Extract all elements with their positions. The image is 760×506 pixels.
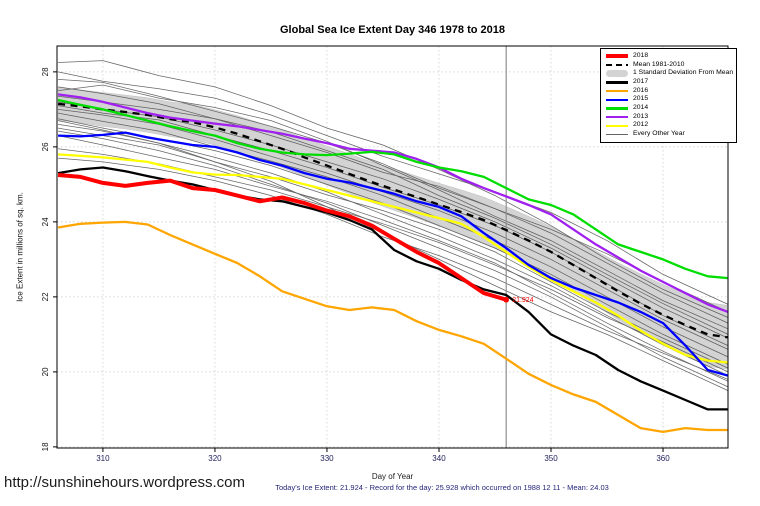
legend-label: 1 Standard Deviation From Mean: [633, 69, 734, 77]
annotation-dot: [503, 296, 510, 303]
plot-border: [56, 45, 729, 449]
legend-row: 2015: [606, 95, 736, 104]
legend: 2018 Mean 1981-2010 1 Standard Deviation F…: [600, 48, 737, 143]
legend-sample-band: [606, 70, 628, 78]
legend-sample-dashed: [606, 63, 628, 67]
legend-row: 2014: [606, 104, 736, 113]
y-tick-label: 24: [41, 217, 50, 226]
every-other-year-line: [58, 127, 729, 369]
series-2014: [57, 98, 729, 280]
legend-sample-solid: [606, 124, 628, 128]
legend-label: 2015: [633, 95, 649, 103]
y-tick-label: 28: [41, 67, 50, 76]
x-tick-label: 330: [320, 454, 334, 463]
y-tick-label: 26: [41, 142, 50, 151]
series-mean-1981-2010: [57, 102, 729, 339]
every-other-year-line: [58, 86, 729, 335]
x-axis-title: Day of Year: [371, 472, 414, 481]
footer-stats: Today's Ice Extent: 21.924 - Record for …: [275, 483, 609, 492]
y-tick-label: 20: [41, 367, 50, 376]
every-other-year-line: [58, 71, 729, 305]
legend-label: 2012: [633, 121, 649, 129]
legend-row: 2017: [606, 78, 736, 87]
legend-sample-solid: [606, 89, 628, 93]
legend-sample-solid: [606, 134, 628, 136]
legend-label: 2016: [633, 86, 649, 94]
x-tick-label: 350: [544, 454, 558, 463]
series-2016: [57, 220, 728, 434]
legend-sample-solid: [606, 81, 628, 84]
every-other-year-line: [58, 112, 729, 358]
y-tick-label: 18: [41, 442, 50, 451]
series-2012: [58, 153, 729, 364]
every-other-year-line: [58, 84, 729, 330]
every-other-year-line: [58, 120, 729, 391]
legend-row: 2013: [606, 113, 736, 122]
legend-sample-solid: [606, 54, 628, 59]
legend-label: Every Other Year: [633, 130, 685, 138]
legend-row: 2018: [606, 52, 736, 61]
series-2013: [57, 93, 729, 313]
legend-label: 2017: [633, 78, 649, 85]
every-other-year-line: [58, 130, 729, 388]
every-other-year-line: [58, 135, 729, 382]
legend-row: 1 Standard Deviation From Mean: [606, 69, 736, 78]
axis-ticks: [53, 71, 664, 452]
watermark-link[interactable]: http://sunshinehours.wordpress.com: [4, 474, 245, 491]
legend-label: 2018: [633, 51, 649, 59]
x-tick-label: 340: [432, 454, 446, 463]
legend-sample-solid: [606, 115, 628, 119]
legend-label: Mean 1981-2010: [633, 60, 685, 68]
legend-label: 2014: [633, 104, 649, 112]
chart-title: Global Sea Ice Extent Day 346 1978 to 20…: [279, 24, 505, 36]
every-other-year-line: [58, 95, 729, 324]
series-2015: [58, 131, 729, 377]
legend-row: Mean 1981-2010: [606, 61, 736, 70]
x-tick-label: 320: [208, 454, 222, 463]
every-other-year-line: [58, 79, 729, 313]
legend-row: 2016: [606, 87, 736, 96]
series-2018: [57, 173, 507, 302]
every-other-year-line: [58, 60, 729, 318]
legend-label: 2013: [633, 112, 649, 120]
legend-row: Every Other Year: [606, 130, 736, 139]
x-tick-label: 360: [656, 454, 670, 463]
x-tick-label: 310: [96, 454, 110, 463]
legend-row: 2012: [606, 122, 736, 131]
every-other-year-line: [58, 118, 729, 365]
legend-sample-solid: [606, 107, 628, 110]
y-tick-label: 22: [41, 292, 50, 301]
legend-sample-solid: [606, 98, 628, 102]
annotation-label: 21.924: [512, 297, 534, 304]
every-other-year-line: [58, 157, 729, 380]
